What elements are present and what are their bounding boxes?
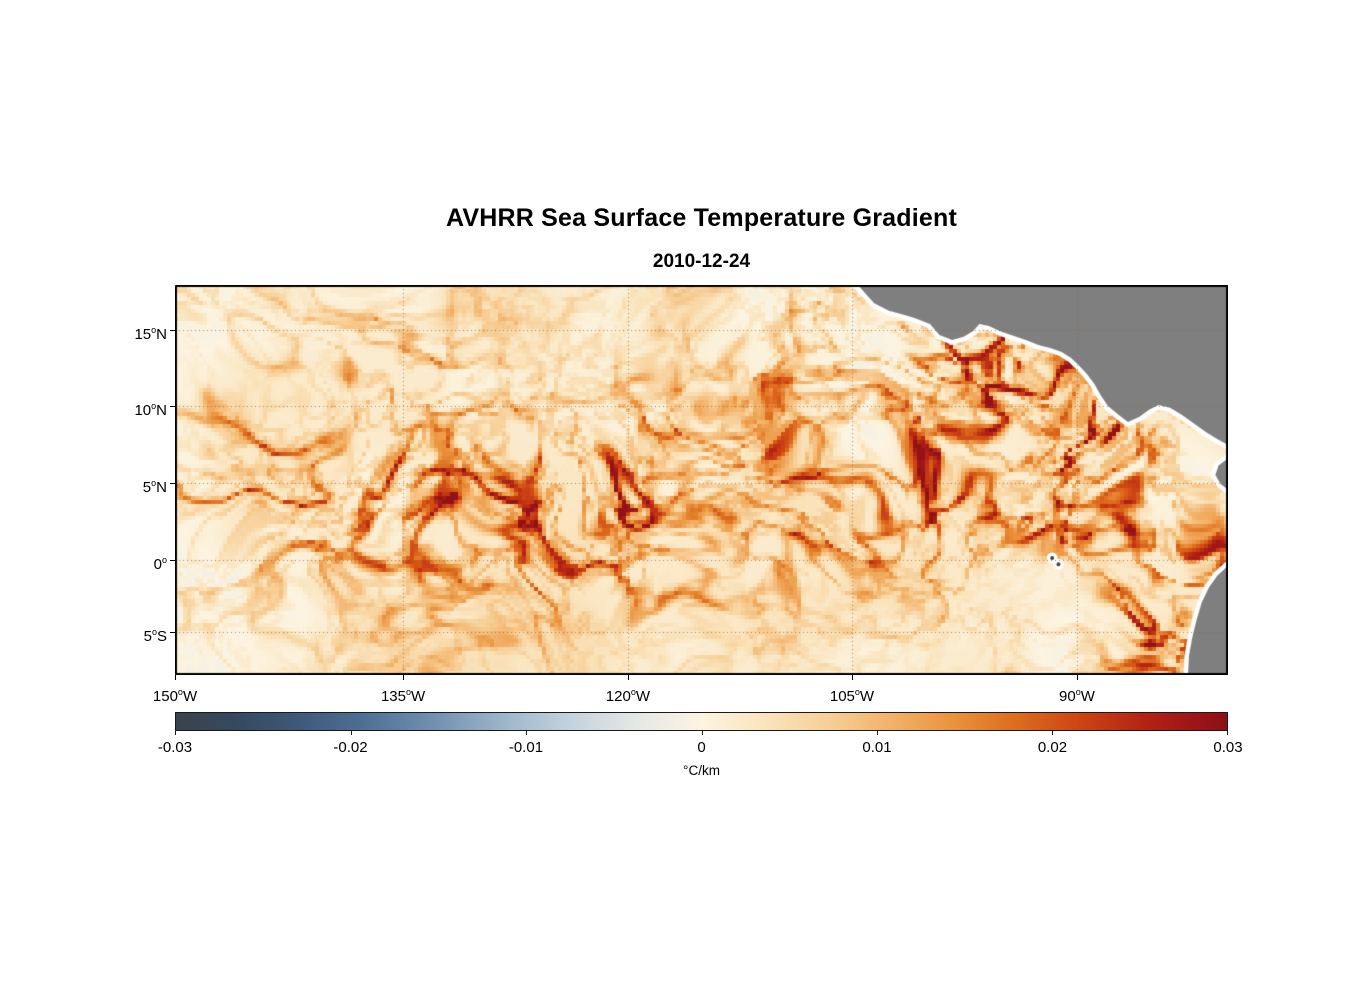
colorbar-tick xyxy=(350,731,352,735)
y-tick-label: 15oN xyxy=(134,324,167,343)
colorbar-tick-label: -0.02 xyxy=(333,739,368,756)
colorbar-tick-label: 0.01 xyxy=(862,739,892,756)
y-axis-tick xyxy=(170,483,175,485)
x-tick-label: 135oW xyxy=(380,687,426,705)
chart-subtitle: 2010-12-24 xyxy=(652,251,751,272)
x-tick-label: 105oW xyxy=(829,687,875,705)
colorbar-tick xyxy=(175,731,176,735)
y-axis-tick xyxy=(170,329,175,331)
colorbar-tick xyxy=(1227,731,1228,735)
y-tick-label: 10oN xyxy=(134,400,167,419)
x-axis-tick xyxy=(1076,675,1078,680)
y-tick-label: 0o xyxy=(153,554,167,573)
colorbar-tick xyxy=(877,731,879,735)
x-axis-tick xyxy=(175,675,176,680)
colorbar-tick-label: -0.01 xyxy=(508,739,544,756)
colorbar-gradient xyxy=(176,713,1227,730)
y-tick-label: 5oS xyxy=(143,627,167,646)
y-axis-tick xyxy=(170,559,175,561)
y-tick-label: 5oN xyxy=(142,478,167,497)
map-plot xyxy=(175,285,1228,675)
y-axis-tick xyxy=(170,632,175,634)
x-tick-label: 120oW xyxy=(605,687,650,705)
colorbar-tick-label: 0.03 xyxy=(1213,739,1243,756)
colorbar-tick-label: 0.02 xyxy=(1037,739,1068,756)
colorbar-tick-label: -0.03 xyxy=(157,739,193,756)
x-axis-tick xyxy=(403,675,405,680)
map-canvas xyxy=(175,285,1228,675)
chart-title: AVHRR Sea Surface Temperature Gradient xyxy=(446,204,957,232)
colorbar-tick-label: 0 xyxy=(697,739,706,756)
x-tick-label: 90oW xyxy=(1059,687,1095,705)
colorbar-tick xyxy=(1052,731,1054,735)
x-axis-tick xyxy=(851,675,853,680)
colorbar-tick xyxy=(701,731,703,735)
x-axis-tick xyxy=(627,675,629,680)
x-tick-label: 150oW xyxy=(152,687,198,705)
colorbar xyxy=(175,712,1228,731)
colorbar-label: °C/km xyxy=(683,763,720,778)
colorbar-tick xyxy=(525,731,527,735)
y-axis-tick xyxy=(170,405,175,407)
